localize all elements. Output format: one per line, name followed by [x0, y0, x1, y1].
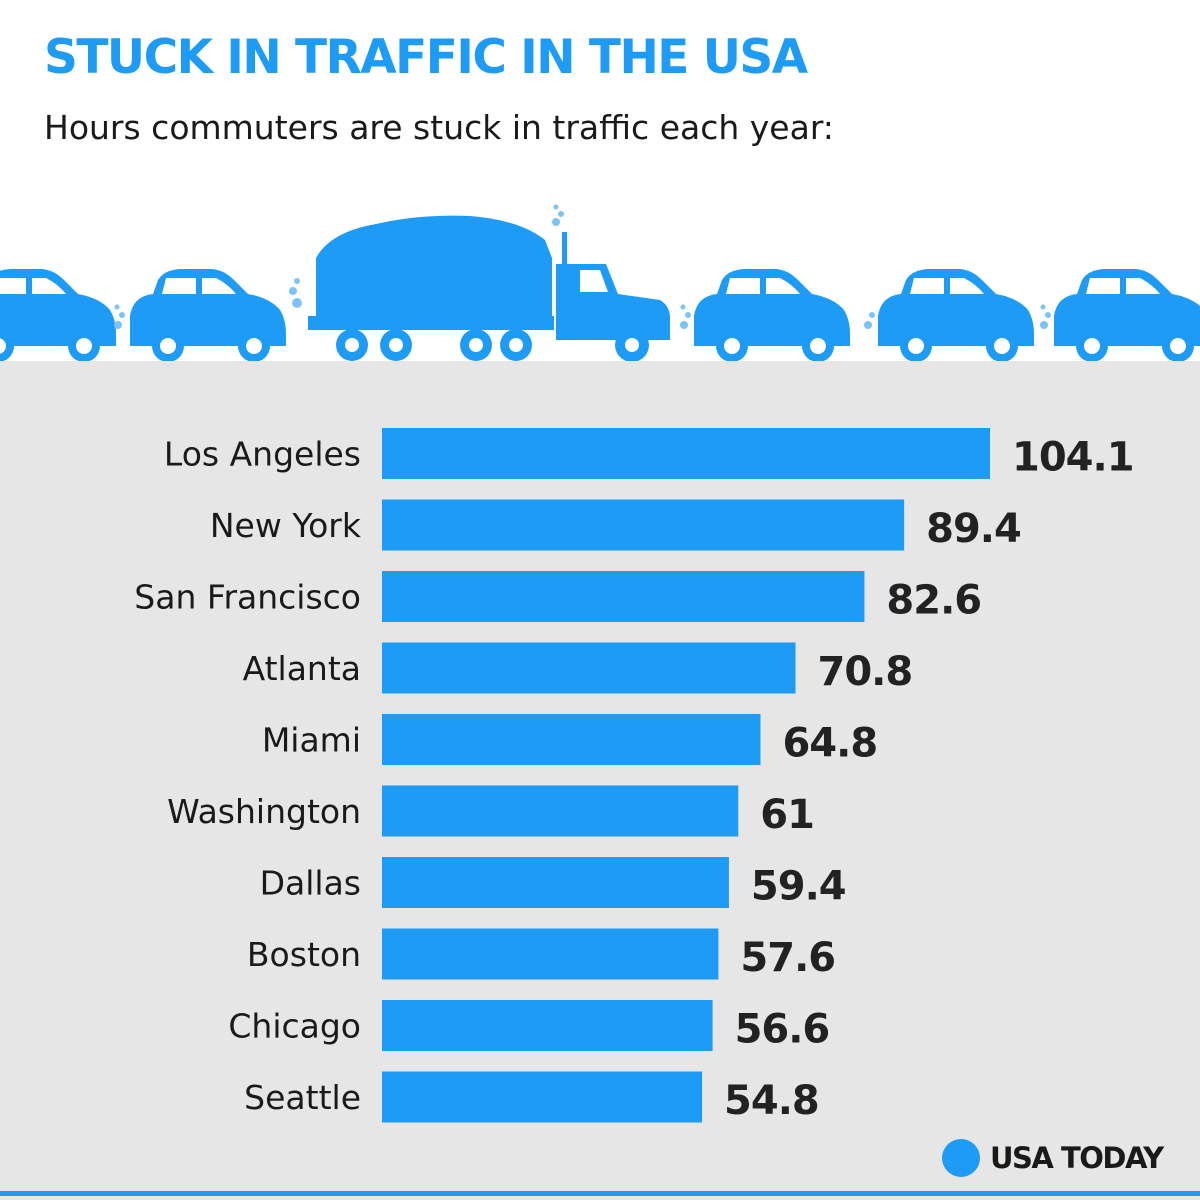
brand-logo: USA TODAY — [942, 1138, 1164, 1178]
bar — [382, 571, 865, 622]
bar — [382, 714, 761, 765]
bar — [382, 499, 905, 551]
bar — [382, 428, 990, 479]
page-title: STUCK IN TRAFFIC IN THE USA — [44, 30, 808, 85]
category-label: Dallas — [260, 864, 361, 903]
category-label: San Francisco — [134, 578, 361, 617]
value-label: 54.8 — [724, 1078, 819, 1124]
value-label: 64.8 — [782, 721, 877, 767]
category-label: Seattle — [244, 1078, 361, 1117]
dump-truck-icon — [308, 204, 670, 362]
value-label: 61 — [760, 792, 814, 838]
category-label: New York — [210, 506, 362, 545]
exhaust-puffs — [114, 278, 1051, 329]
category-label: Atlanta — [243, 649, 361, 688]
category-label: Boston — [247, 935, 361, 974]
bar — [382, 857, 729, 908]
brand-name: USA TODAY — [990, 1141, 1164, 1175]
value-label: 89.4 — [926, 506, 1021, 552]
category-label: Chicago — [228, 1007, 361, 1046]
value-label: 104.1 — [1012, 435, 1134, 481]
brand-dot-icon — [942, 1139, 980, 1177]
bar — [382, 1000, 713, 1051]
value-label: 57.6 — [740, 935, 835, 981]
bar — [382, 1071, 703, 1123]
bar — [382, 642, 796, 694]
category-label: Los Angeles — [164, 435, 361, 474]
value-label: 56.6 — [735, 1007, 830, 1053]
category-label: Washington — [167, 792, 361, 831]
bottom-rule — [0, 1191, 1200, 1196]
bar — [382, 928, 719, 980]
value-label: 70.8 — [818, 649, 913, 695]
traffic-illustration — [0, 204, 1200, 362]
value-label: 82.6 — [886, 578, 981, 624]
value-label: 59.4 — [751, 864, 846, 910]
page-subtitle: Hours commuters are stuck in traffic eac… — [44, 108, 834, 147]
bar — [382, 785, 739, 837]
category-label: Miami — [262, 721, 361, 760]
